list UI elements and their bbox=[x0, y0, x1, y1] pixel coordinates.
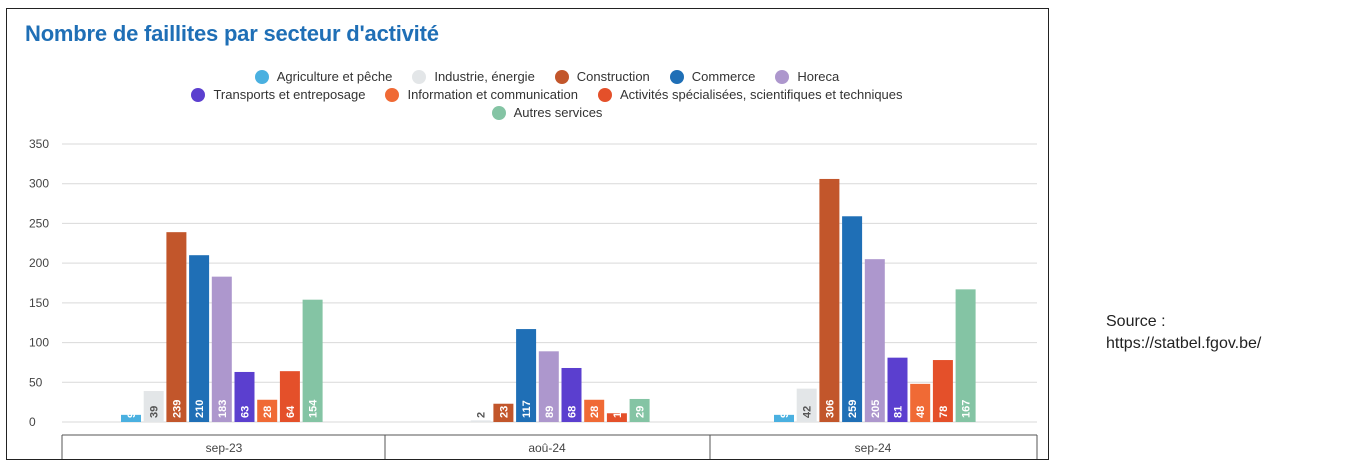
y-tick-label: 350 bbox=[29, 137, 49, 151]
legend-row-3: Autres services bbox=[67, 105, 1027, 120]
bar bbox=[189, 255, 210, 422]
bar-chart: 0 50 100 150 200 250 300 350 sep-23 aoû-24 sep-24 9… bbox=[29, 137, 1038, 459]
bar bbox=[234, 371, 255, 422]
bar bbox=[470, 420, 491, 422]
legend-swatch bbox=[775, 69, 790, 84]
bar bbox=[257, 399, 278, 422]
legend-swatch bbox=[554, 69, 569, 84]
bar-data-label: 183 bbox=[217, 400, 229, 418]
bar-data-label: 63 bbox=[240, 406, 252, 418]
legend-item-transports: Transports et entreposage bbox=[191, 87, 365, 102]
bar-data-label: 167 bbox=[961, 400, 973, 418]
bar bbox=[493, 403, 514, 422]
bar bbox=[629, 398, 650, 422]
bar-data-label: 39 bbox=[149, 406, 161, 418]
bar bbox=[302, 299, 323, 422]
bar-data-label: 154 bbox=[308, 399, 320, 418]
chart-panel: Nombre de faillites par secteur d'activi… bbox=[6, 8, 1049, 460]
bar bbox=[121, 414, 141, 422]
y-tick-label: 150 bbox=[29, 296, 49, 310]
bar-data-label: 2 bbox=[476, 412, 488, 418]
legend-item-activites-specialisees: Activités spécialisées, scientifiques et… bbox=[597, 87, 903, 102]
bar-data-label: 68 bbox=[567, 406, 579, 418]
bar bbox=[516, 329, 537, 422]
x-tick-label: aoû-24 bbox=[528, 441, 566, 455]
y-tick-label: 100 bbox=[29, 336, 49, 350]
bar-data-label: 117 bbox=[521, 400, 533, 418]
bar-data-label: 64 bbox=[285, 405, 297, 418]
y-tick-label: 300 bbox=[29, 177, 49, 191]
bar bbox=[774, 414, 794, 422]
legend-item-industrie: Industrie, énergie bbox=[412, 69, 535, 84]
legend-item-agriculture: Agriculture et pêche bbox=[254, 69, 392, 84]
chart-legend: Agriculture et pêche Industrie, énergie … bbox=[67, 69, 1027, 120]
bar-data-label: 78 bbox=[938, 406, 950, 418]
legend-swatch bbox=[385, 87, 400, 102]
y-tick-label: 50 bbox=[29, 375, 43, 389]
chart-title: Nombre de faillites par secteur d'activi… bbox=[25, 21, 439, 46]
x-tick-label: sep-24 bbox=[855, 441, 892, 455]
y-tick-label: 0 bbox=[29, 415, 36, 429]
bar bbox=[538, 351, 559, 422]
bar-data-label: 23 bbox=[498, 406, 510, 418]
legend-item-information: Information et communication bbox=[385, 87, 578, 102]
legend-item-commerce: Commerce bbox=[669, 69, 755, 84]
legend-row-2: Transports et entreposage Information et… bbox=[67, 87, 1027, 102]
legend-swatch bbox=[669, 69, 684, 84]
legend-swatch bbox=[254, 69, 269, 84]
bar-data-label: 28 bbox=[589, 406, 601, 418]
y-tick-label: 200 bbox=[29, 256, 49, 270]
bar-data-label: 11 bbox=[612, 406, 624, 418]
bar bbox=[864, 259, 885, 422]
bar bbox=[910, 383, 931, 422]
bar bbox=[143, 391, 164, 422]
legend-row-1: Agriculture et pêche Industrie, énergie … bbox=[67, 69, 1027, 84]
bar bbox=[606, 413, 627, 422]
bar bbox=[211, 276, 232, 422]
bar-data-label: 259 bbox=[847, 400, 859, 418]
bar bbox=[842, 216, 863, 422]
bar-data-label: 29 bbox=[635, 406, 647, 418]
bar bbox=[279, 371, 300, 422]
source-label: Source : bbox=[1106, 313, 1166, 330]
bar bbox=[955, 289, 976, 422]
bar-data-label: 28 bbox=[262, 406, 274, 418]
legend-swatch bbox=[412, 69, 427, 84]
bar-data-label: 48 bbox=[915, 406, 927, 418]
bar-data-label: 239 bbox=[171, 400, 183, 418]
bar-data-label: 306 bbox=[824, 400, 836, 418]
legend-swatch bbox=[597, 87, 612, 102]
bar-data-label: 9 bbox=[779, 412, 791, 418]
bar-data-label: 9 bbox=[126, 412, 138, 418]
bar-data-label: 205 bbox=[870, 400, 882, 418]
bar bbox=[932, 360, 953, 422]
legend-swatch bbox=[491, 105, 506, 120]
bar bbox=[819, 178, 840, 422]
bar bbox=[166, 232, 187, 422]
bar-data-label: 42 bbox=[802, 406, 814, 418]
legend-item-horeca: Horeca bbox=[775, 69, 839, 84]
y-tick-label: 250 bbox=[29, 216, 49, 230]
bar-data-label: 89 bbox=[544, 406, 556, 418]
legend-item-construction: Construction bbox=[554, 69, 650, 84]
source-note: Source : https://statbel.fgov.be/ bbox=[1106, 311, 1261, 355]
source-url[interactable]: https://statbel.fgov.be/ bbox=[1106, 335, 1262, 352]
x-tick-label: sep-23 bbox=[206, 441, 243, 455]
bar-data-label: 210 bbox=[194, 400, 206, 418]
bar bbox=[796, 388, 817, 422]
legend-swatch bbox=[191, 87, 206, 102]
bar bbox=[561, 367, 582, 422]
bar-data-label: 81 bbox=[893, 406, 905, 418]
bar bbox=[887, 357, 908, 422]
bar bbox=[584, 399, 605, 422]
legend-item-autres-services: Autres services bbox=[491, 105, 602, 120]
